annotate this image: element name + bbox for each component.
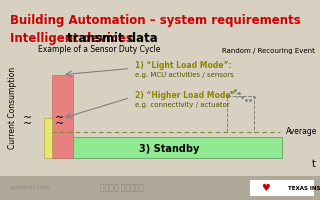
Text: ♥: ♥ [261,183,270,193]
Text: 2) “Higher Load Mode”:: 2) “Higher Load Mode”: [135,91,239,100]
FancyBboxPatch shape [44,118,52,158]
Text: 3) Standby: 3) Standby [140,144,200,154]
FancyBboxPatch shape [52,137,283,158]
Text: Example of a Sensor Duty Cycle: Example of a Sensor Duty Cycle [38,45,161,54]
Text: TEXAS INSTRUMENTS: TEXAS INSTRUMENTS [288,186,320,190]
Text: ~: ~ [23,113,33,123]
FancyBboxPatch shape [250,180,314,196]
Text: Building Automation – system requirements: Building Automation – system requirement… [10,14,300,27]
Text: ~: ~ [23,119,33,129]
Text: transmit data: transmit data [67,32,158,45]
Text: 周期性可 自动唤醒，: 周期性可 自动唤醒， [100,184,144,192]
Text: Average: Average [286,127,318,136]
Text: t: t [311,159,315,169]
Text: ~: ~ [55,113,64,123]
Text: e.g. MCU activities / sensors: e.g. MCU activities / sensors [135,72,234,78]
Text: Intelligent devices: Intelligent devices [10,32,137,45]
Text: e.g. connectivity / actuator: e.g. connectivity / actuator [135,102,230,108]
FancyBboxPatch shape [52,75,73,158]
Text: 1) “Light Load Mode”:: 1) “Light Load Mode”: [135,61,232,70]
Text: ~: ~ [55,119,64,129]
Text: power.ti.com: power.ti.com [10,186,50,190]
Text: Random / Recouring Event: Random / Recouring Event [222,48,315,54]
Text: Current Consumption: Current Consumption [8,67,17,149]
